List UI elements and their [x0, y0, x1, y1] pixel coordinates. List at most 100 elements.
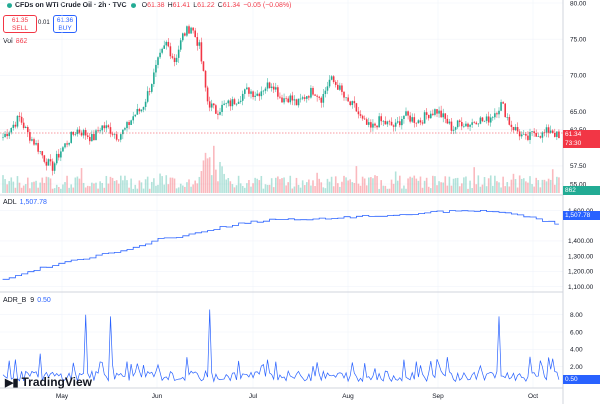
candle-body: [386, 121, 389, 125]
adl-line: [2, 210, 559, 280]
candle-body: [62, 147, 64, 152]
volume-bar: [308, 179, 310, 193]
candle-body: [365, 119, 368, 125]
candle-body: [51, 161, 54, 171]
volume-bar: [159, 173, 161, 193]
candle-body: [461, 122, 463, 127]
candle-body: [89, 136, 91, 142]
volume-bar: [223, 173, 225, 193]
volume-bar: [417, 180, 420, 193]
volume-bar: [357, 183, 360, 193]
volume-bar: [549, 179, 552, 193]
volume-bar: [161, 176, 163, 193]
candle-body: [22, 122, 25, 128]
volume-bar: [399, 175, 401, 193]
candle-body: [264, 88, 267, 91]
candle-body: [324, 90, 327, 94]
candle-body: [533, 131, 535, 134]
candle-body: [374, 123, 376, 126]
candle-body: [146, 91, 149, 102]
candle-body: [504, 103, 506, 118]
candle-body: [45, 161, 48, 166]
candle-body: [359, 114, 362, 116]
candle-body: [78, 129, 81, 133]
adl-legend[interactable]: ADL 1,507.78: [3, 199, 47, 206]
buy-label: BUY: [58, 25, 72, 32]
candle-body: [473, 122, 475, 123]
volume-bar: [535, 177, 537, 193]
price-tick-label: 75.00: [570, 37, 587, 44]
candle-body: [520, 134, 523, 137]
last-price-tag: 61.34: [563, 130, 600, 139]
volume-bar: [295, 177, 298, 193]
volume-bar: [134, 184, 137, 193]
volume-bar: [328, 181, 331, 193]
candle-body: [241, 93, 244, 101]
candle-body: [33, 139, 35, 145]
volume-bar: [215, 169, 217, 193]
candle-body: [53, 163, 56, 171]
candle-body: [483, 120, 486, 122]
candle-body: [382, 120, 385, 122]
volume-bar: [341, 181, 343, 193]
candle-body: [372, 123, 374, 128]
candle-body: [310, 87, 312, 98]
volume-legend[interactable]: Vol 862: [3, 38, 27, 45]
candle-body: [4, 133, 6, 138]
volume-bar: [4, 179, 6, 193]
candle-body: [438, 110, 440, 114]
candle-body: [380, 116, 382, 122]
sell-button[interactable]: 61.35 SELL: [3, 15, 37, 33]
volume-bar: [483, 177, 486, 193]
candle-body: [198, 42, 201, 46]
volume-bar: [306, 182, 308, 193]
candle-body: [179, 40, 182, 50]
volume-bar: [279, 179, 281, 193]
candle-body: [200, 42, 203, 62]
candle-body: [502, 102, 504, 104]
volume-bar: [20, 187, 23, 193]
time-axis-ticks[interactable]: May Jun Jul Aug Sep Oct: [56, 393, 538, 400]
candle-body: [233, 99, 236, 105]
candle-body: [523, 134, 525, 135]
candle-body: [113, 134, 116, 135]
volume-bar: [556, 176, 558, 193]
volume-bar: [18, 182, 21, 193]
candle-body: [355, 103, 358, 112]
candle-body: [454, 127, 457, 130]
volume-bar: [10, 177, 13, 193]
tradingview-logo[interactable]: ▶▮ TradingView: [5, 375, 92, 389]
candle-body: [208, 101, 211, 108]
volume-bar: [465, 176, 467, 193]
candle-body: [66, 143, 68, 145]
candle-body: [436, 109, 438, 114]
buy-button[interactable]: 61.36 BUY: [53, 15, 77, 33]
adl-tick-label: 1,200.00: [568, 269, 594, 276]
candle-body: [219, 111, 221, 115]
volume-bar: [89, 186, 91, 193]
candle-body: [64, 143, 66, 148]
candle-body: [487, 116, 490, 123]
volume-bar: [115, 180, 118, 193]
volume-bar: [361, 176, 364, 193]
adr-legend[interactable]: ADR_B 9 0.50: [3, 297, 51, 304]
candle-body: [291, 95, 294, 101]
volume-bar: [270, 178, 273, 193]
volume-bar: [37, 187, 39, 193]
ohlc-low: 61.22: [197, 2, 215, 9]
candle-body: [556, 131, 558, 137]
volume-bar: [378, 188, 380, 193]
candle-body: [14, 124, 17, 127]
candle-body: [289, 95, 292, 103]
price-tick-label: 70.00: [570, 73, 587, 80]
symbol-title[interactable]: CFDs on WTI Crude Oil · 2h · TVC: [15, 2, 127, 9]
candle-body: [31, 139, 33, 141]
candle-body: [349, 101, 351, 105]
volume-bar: [239, 183, 242, 193]
candle-body: [347, 97, 349, 102]
volume-bar: [434, 176, 436, 193]
volume-bar: [35, 180, 37, 193]
volume-value: 862: [15, 38, 28, 45]
candle-body: [138, 108, 141, 112]
